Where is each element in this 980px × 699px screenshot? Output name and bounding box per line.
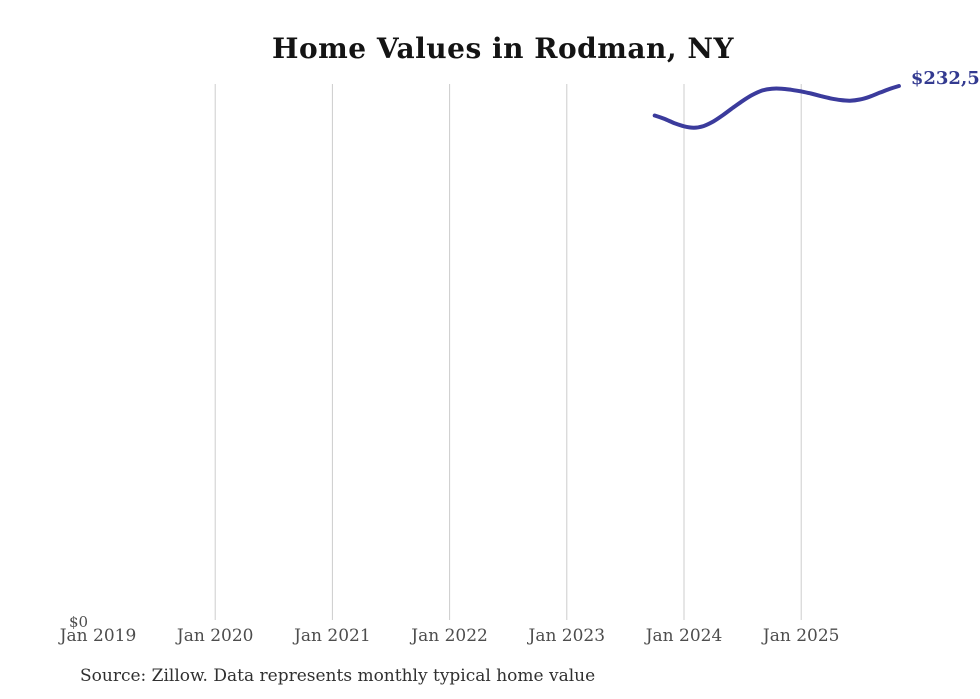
page-title: Home Values in Rodman, NY bbox=[272, 32, 734, 65]
home-value-line bbox=[652, 84, 901, 130]
x-tick-label-jan-2023: Jan 2023 bbox=[528, 626, 606, 646]
x-tick-label-jan-2019: Jan 2019 bbox=[59, 626, 137, 646]
x-tick-label-jan-2022: Jan 2022 bbox=[411, 626, 488, 646]
x-tick-label-jan-2021: Jan 2021 bbox=[294, 626, 371, 646]
x-tick-label-jan-2025: Jan 2025 bbox=[762, 626, 840, 646]
y-axis-zero-label: $0 bbox=[69, 613, 89, 631]
source-note: Source: Zillow. Data represents monthly … bbox=[80, 666, 596, 686]
x-tick-label-jan-2020: Jan 2020 bbox=[176, 626, 254, 646]
latest-value-label: $232,555 bbox=[910, 68, 980, 89]
x-tick-label-jan-2024: Jan 2024 bbox=[645, 626, 723, 646]
